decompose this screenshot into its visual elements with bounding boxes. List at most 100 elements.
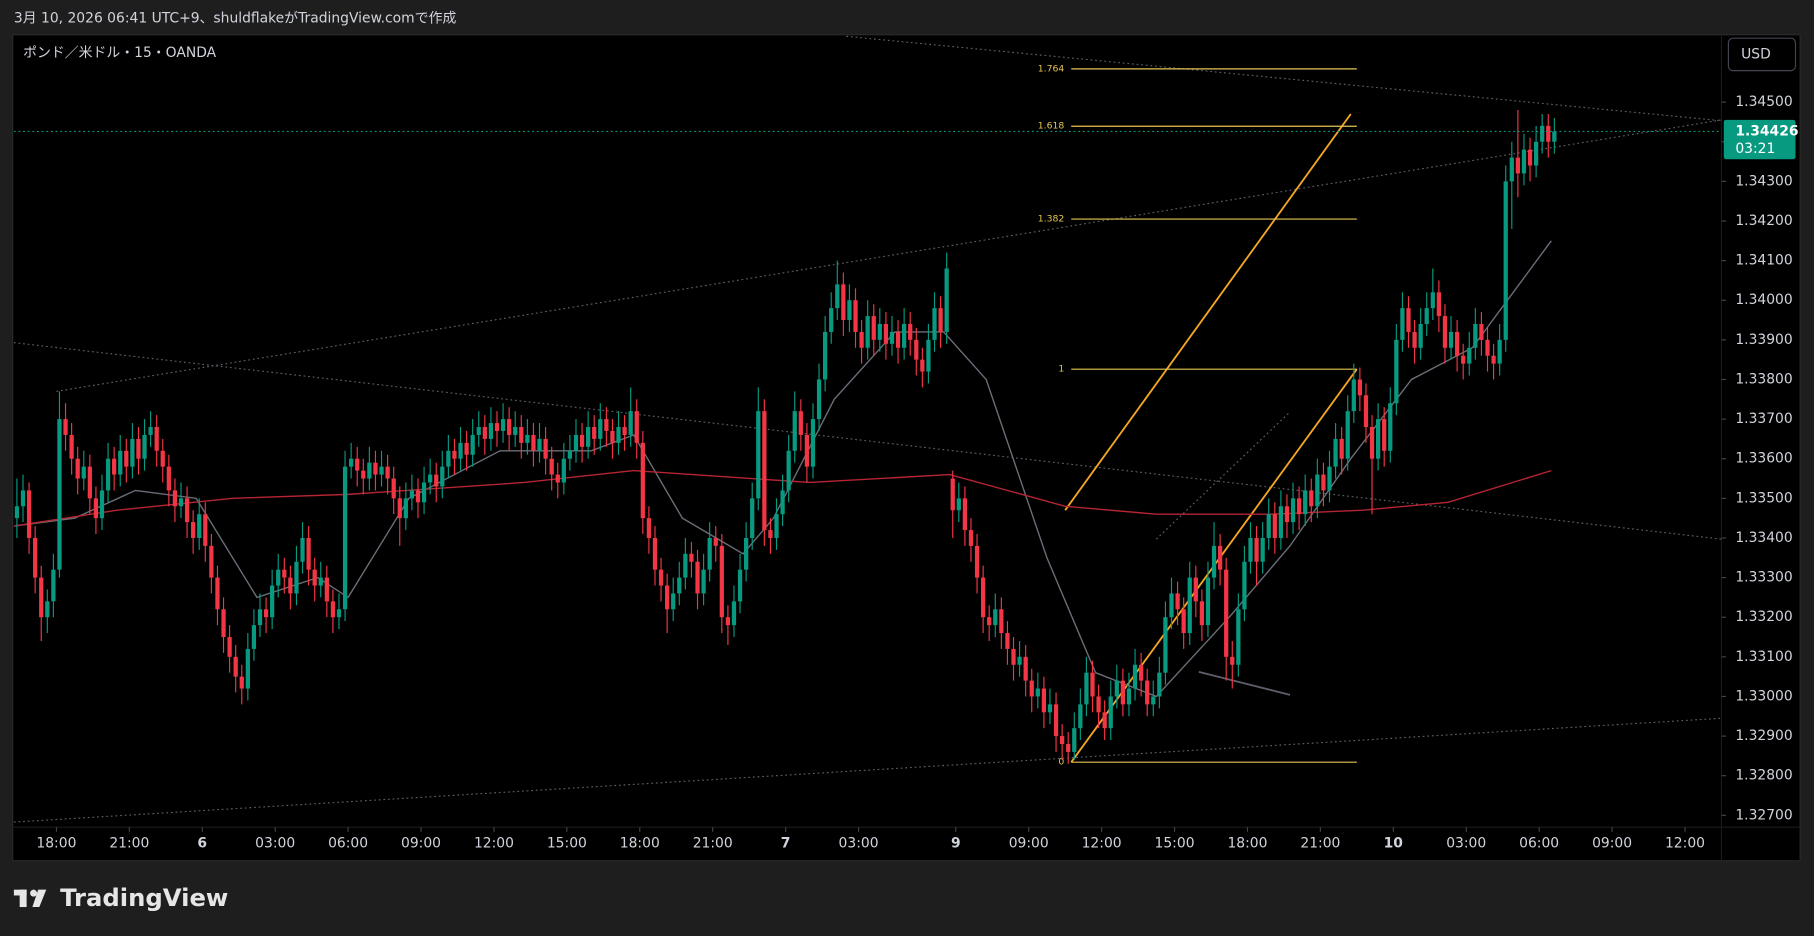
candle-body [69,434,74,459]
x-tick-label: 09:00 [401,835,441,851]
currency-button[interactable] [1727,37,1797,72]
candle-body [1473,323,1478,348]
candle-body [1187,577,1192,634]
y-tick-label: 1.33800 [1735,371,1792,387]
candle-body [980,577,986,618]
candle-body [1272,514,1277,538]
candle-body [1126,688,1132,705]
candle-body [1151,696,1156,705]
candle-body [993,609,998,626]
x-tick-label: 12:00 [474,835,514,851]
candle-body [1254,537,1259,562]
candle-body [1467,347,1472,364]
candle-body [172,490,178,507]
candle-body [810,419,816,467]
candle-body [671,593,676,610]
candle-body [1339,438,1344,459]
candle-body [33,537,38,578]
candle-body [391,478,396,499]
candle-body [1053,704,1059,737]
candle-body [768,530,773,538]
candle-body [525,434,530,443]
candle-body [1072,728,1077,752]
candle-body [282,569,287,578]
plot-area: 0 1 1.382 1.618 1.764 [13,35,1722,823]
candle-body [1248,537,1253,562]
candle-body [245,648,250,689]
candle-body [1290,498,1296,523]
candle-body [124,450,129,467]
candle-body [251,625,257,649]
currency-label[interactable]: USD [1741,46,1771,62]
candle-body [458,442,463,459]
candle-body [1351,379,1356,412]
candle-body [440,466,445,487]
x-tick-label: 06:00 [1519,835,1559,851]
x-tick-label: 9 [951,835,961,851]
candle-body [677,577,682,594]
candle-body [598,419,603,439]
candle-body [835,284,840,309]
x-tick-label: 18:00 [1227,835,1267,851]
y-tick-label: 1.33500 [1735,490,1792,506]
candle-body [932,308,937,340]
candle-body [63,419,68,435]
candle-body [93,498,99,519]
candle-body [1066,744,1071,752]
x-tick-label: 03:00 [1446,835,1486,851]
candle-body [1145,680,1150,705]
candle-body [1540,125,1545,142]
candle-body [1120,680,1126,705]
candle-body [288,577,293,594]
candle-body [14,506,20,519]
candle-body [148,427,153,435]
candle-body [446,450,451,467]
candle-body [683,553,688,578]
candle-body [610,430,615,443]
candle-body [1199,601,1205,626]
candle-body [476,427,481,435]
candle-body [786,450,791,491]
candle-body [1108,696,1113,729]
candle-body [1163,617,1168,673]
candle-body [877,323,882,340]
candle-body [1400,308,1405,340]
candle-body [39,577,44,618]
candle-body [276,569,281,586]
symbol-title[interactable]: ポンド／米ドル・15・OANDA [23,45,217,61]
candle-body [628,411,633,435]
candle-body [750,498,755,538]
chart-pane [12,34,1801,862]
candle-body [26,490,32,538]
candle-body [816,379,822,420]
candle-body [555,474,560,483]
candle-body [1242,561,1247,610]
candle-body [586,427,591,447]
candle-body [239,676,244,689]
candle-body [1047,704,1053,713]
candle-body [847,300,852,321]
candle-body [233,656,238,677]
candle-body [926,339,931,372]
candle-body [701,569,706,594]
axes: 1.345001.344001.343001.342001.341001.340… [36,94,1798,851]
candle-body [1102,712,1107,729]
candle-body [1175,593,1180,610]
candle-body [1011,648,1016,665]
candle-body [1217,545,1223,570]
candle-body [1321,474,1326,491]
last-price-label: 1.34426 [1735,123,1798,139]
candle-body [105,458,111,491]
candle-body [640,442,645,519]
candle-body [81,466,86,479]
candle-body [1303,490,1308,515]
candle-body [956,498,961,511]
candle-body [804,434,810,467]
brand-logo[interactable]: TradingView [13,883,228,912]
y-tick-label: 1.33200 [1735,609,1792,625]
candle-body [421,482,427,503]
y-tick-label: 1.34100 [1735,253,1792,269]
candle-body [865,316,870,348]
candle-body [1236,609,1241,665]
x-tick-label: 12:00 [1665,835,1705,851]
